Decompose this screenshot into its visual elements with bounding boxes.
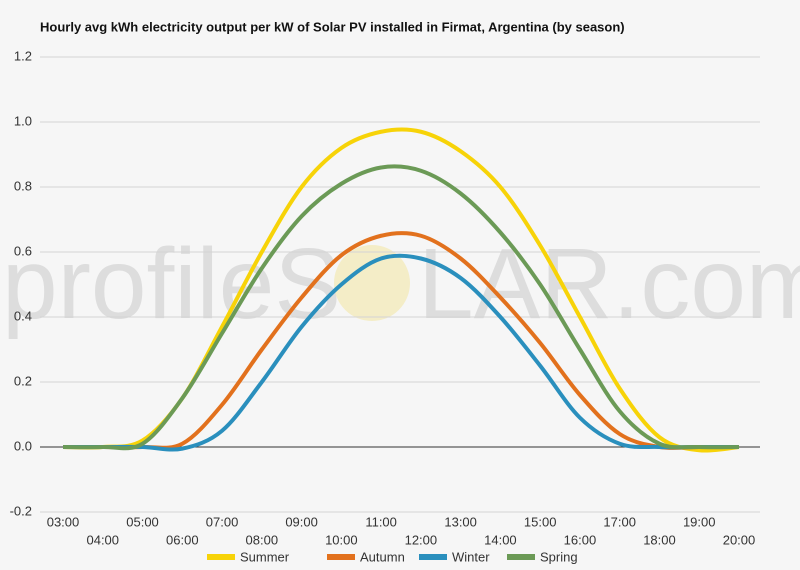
legend-swatch — [419, 554, 447, 560]
legend-label: Autumn — [360, 549, 405, 564]
y-tick-label: -0.2 — [10, 503, 32, 518]
x-tick-label: 19:00 — [683, 514, 716, 529]
y-tick-label: 1.2 — [14, 48, 32, 63]
x-tick-label: 18:00 — [643, 532, 676, 547]
x-tick-label: 20:00 — [723, 532, 756, 547]
legend-label: Spring — [540, 549, 578, 564]
legend-swatch — [207, 554, 235, 560]
x-tick-label: 12:00 — [405, 532, 438, 547]
legend-swatch — [507, 554, 535, 560]
y-tick-label: 0.4 — [14, 308, 32, 323]
y-tick-label: 0.6 — [14, 243, 32, 258]
x-tick-label: 08:00 — [246, 532, 279, 547]
chart-title: Hourly avg kWh electricity output per kW… — [40, 19, 625, 34]
series-line — [63, 231, 739, 450]
x-tick-label: 10:00 — [325, 532, 358, 547]
y-tick-label: 0.2 — [14, 373, 32, 388]
y-tick-label: 0.0 — [14, 438, 32, 453]
x-tick-label: 07:00 — [206, 514, 239, 529]
x-tick-label: 15:00 — [524, 514, 557, 529]
x-tick-label: 16:00 — [564, 532, 597, 547]
x-tick-label: 14:00 — [484, 532, 517, 547]
x-tick-label: 03:00 — [47, 514, 80, 529]
x-tick-label: 17:00 — [603, 514, 636, 529]
legend-label: Winter — [452, 549, 490, 564]
y-tick-label: 0.8 — [14, 178, 32, 193]
watermark-sun — [334, 245, 410, 321]
legend-swatch — [327, 554, 355, 560]
x-tick-label: 09:00 — [285, 514, 318, 529]
x-tick-label: 05:00 — [126, 514, 159, 529]
series-line — [62, 164, 740, 451]
watermark: profileS — [2, 228, 341, 340]
x-tick-label: 04:00 — [86, 532, 119, 547]
x-tick-label: 06:00 — [166, 532, 199, 547]
x-tick-label: 13:00 — [444, 514, 477, 529]
legend-label: Summer — [240, 549, 290, 564]
y-tick-label: 1.0 — [14, 113, 32, 128]
watermark: LAR.com — [418, 228, 800, 340]
x-tick-label: 11:00 — [365, 514, 397, 529]
series-line — [63, 253, 739, 452]
